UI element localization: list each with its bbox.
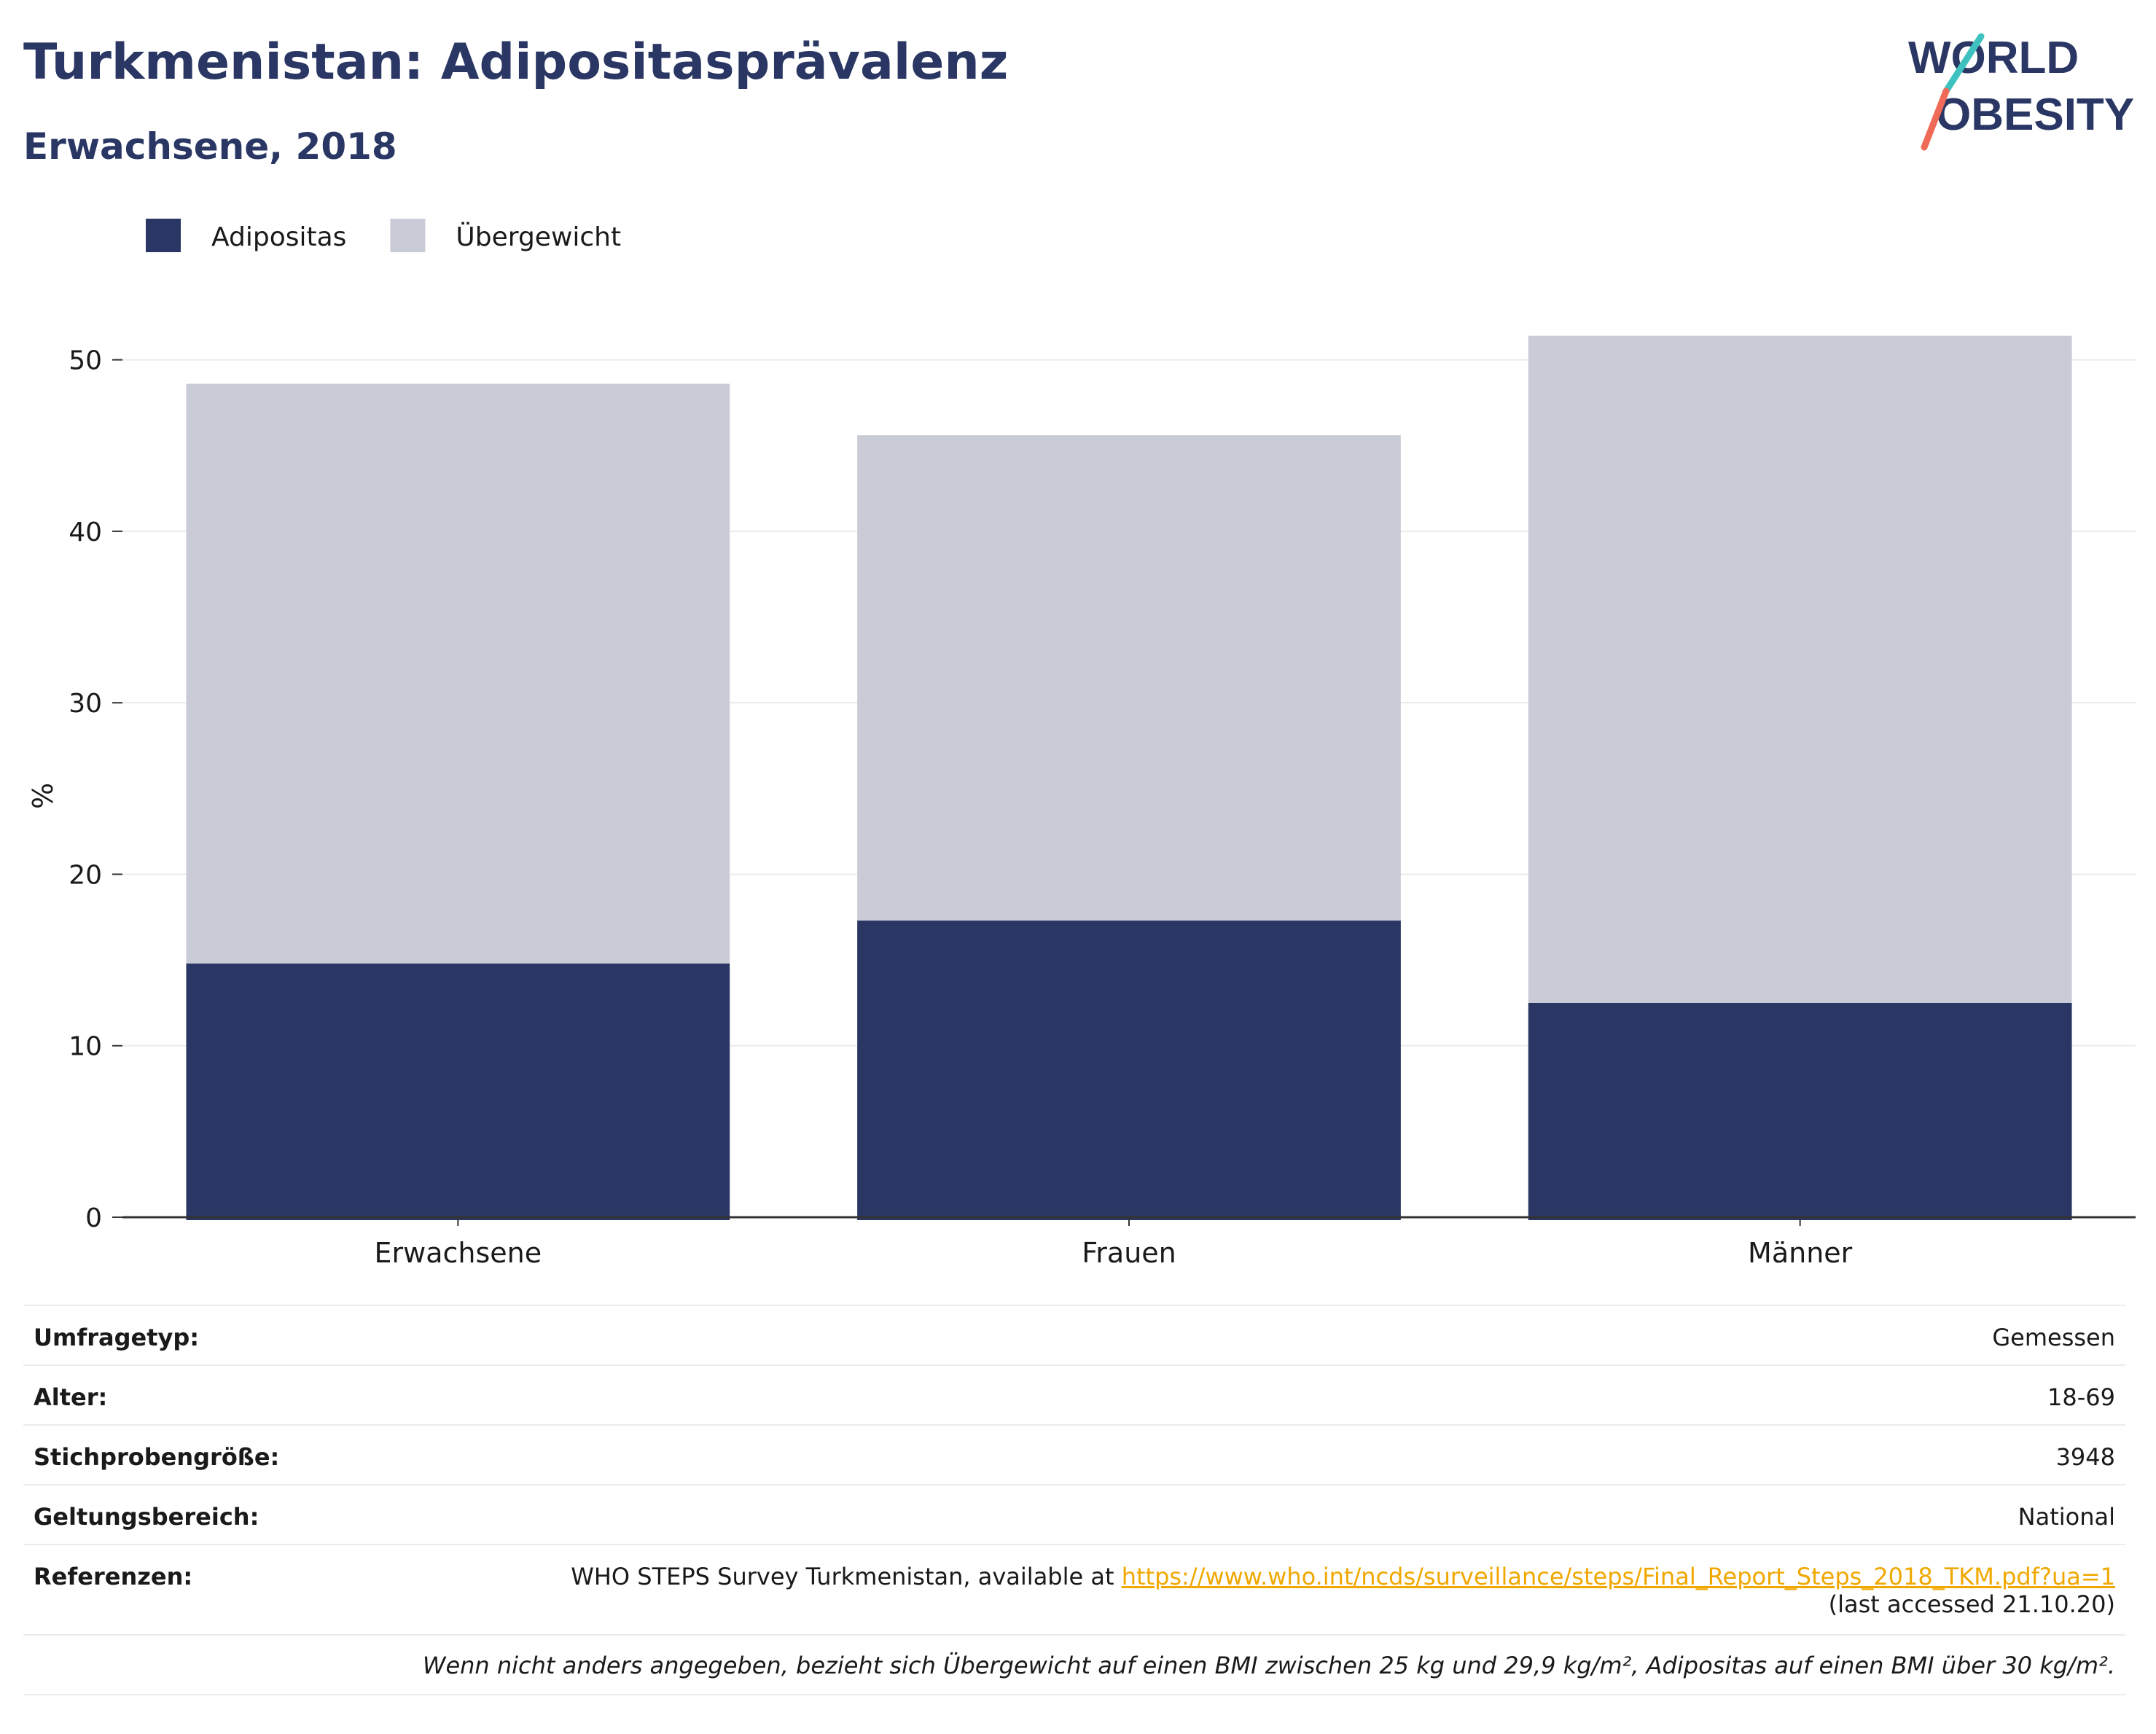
bar-segment: [1528, 335, 2072, 1003]
world-obesity-logo: WORLD OBESITY: [1908, 33, 2134, 151]
y-tick-label: 40: [69, 518, 102, 547]
reference-text: WHO STEPS Survey Turkmenistan, available…: [571, 1563, 1122, 1590]
definition-note: Wenn nicht anders angegeben, bezieht sic…: [23, 1634, 2125, 1695]
legend-swatch: [390, 219, 426, 252]
info-row: Stichprobengröße: 3948: [23, 1424, 2125, 1485]
x-tick-label: Männer: [1748, 1237, 1853, 1269]
info-row: Umfragetyp: Gemessen: [23, 1305, 2125, 1365]
info-label: Alter:: [23, 1364, 329, 1425]
reference-value: WHO STEPS Survey Turkmenistan, available…: [329, 1544, 2125, 1635]
page-title: Turkmenistan: Adipositasprävalenz: [23, 34, 1009, 91]
info-value: 3948: [329, 1424, 2125, 1485]
info-row-reference: Referenzen: WHO STEPS Survey Turkmenista…: [23, 1544, 2125, 1635]
reference-label: Referenzen:: [23, 1544, 329, 1635]
bar-segment: [857, 435, 1401, 921]
y-axis-ticks: 0 10 20 30 40 50: [69, 346, 122, 1233]
info-label: Geltungsbereich:: [23, 1484, 329, 1544]
y-tick-label: 20: [69, 860, 102, 890]
logo-line-2: OBESITY: [1936, 90, 2134, 140]
bar-segment: [186, 963, 730, 1220]
y-axis-label: %: [27, 783, 59, 809]
y-tick-label: 30: [69, 689, 102, 719]
page-subtitle: Erwachsene, 2018: [23, 125, 397, 168]
info-label: Stichprobengröße:: [23, 1424, 329, 1485]
legend-label: Adipositas: [211, 222, 346, 252]
y-tick-label: 10: [69, 1032, 102, 1062]
info-row: Geltungsbereich: National: [23, 1484, 2125, 1544]
info-label: Umfragetyp:: [23, 1305, 329, 1365]
reference-accessed: (last accessed 21.10.20): [1828, 1590, 2115, 1618]
stacked-bar-chart: Adipositas Übergewicht 0 10 20 30 40 50 Erwach…: [27, 219, 2136, 1269]
legend-swatch: [146, 219, 181, 252]
reference-link[interactable]: https://www.who.int/ncds/surveillance/st…: [1121, 1563, 2115, 1590]
x-tick-label: Erwachsene: [375, 1237, 542, 1269]
info-value: Gemessen: [329, 1305, 2125, 1365]
info-value: National: [329, 1484, 2125, 1544]
chart-bars: [186, 335, 2072, 1220]
info-value: 18-69: [329, 1364, 2125, 1425]
bar-segment: [186, 383, 730, 964]
logo-coral-slash: [1921, 87, 1950, 151]
x-tick-label: Frauen: [1082, 1237, 1176, 1269]
logo-line-1: WORLD: [1908, 33, 2079, 83]
legend-label: Übergewicht: [456, 222, 621, 252]
bar-segment: [857, 920, 1401, 1220]
info-row-note: Wenn nicht anders angegeben, bezieht sic…: [23, 1634, 2125, 1695]
info-row: Alter: 18-69: [23, 1364, 2125, 1425]
survey-info-table: Umfragetyp: Gemessen Alter: 18-69 Stichprobe…: [23, 1305, 2125, 1695]
y-tick-label: 0: [85, 1203, 102, 1233]
logo-teal-slash: [1942, 33, 1985, 95]
chart-legend: Adipositas Übergewicht: [146, 219, 621, 252]
bar-segment: [1528, 1002, 2072, 1220]
y-tick-label: 50: [69, 346, 102, 376]
x-axis-ticks: Erwachsene Frauen Männer: [375, 1217, 1853, 1269]
